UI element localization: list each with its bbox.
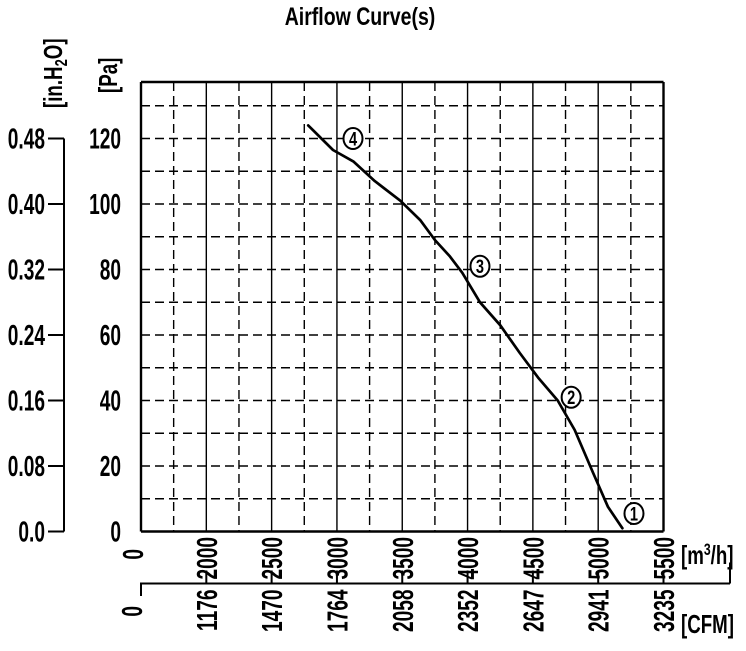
svg-text:3235: 3235: [649, 590, 681, 633]
inh2o-tick-label: 0.08: [8, 451, 45, 483]
svg-text:1176: 1176: [192, 590, 224, 631]
cfm-tick-label: 1470: [257, 590, 289, 633]
svg-text:[in.H2O]: [in.H2O]: [38, 38, 72, 108]
svg-text:5000: 5000: [584, 537, 616, 580]
cfm-tick-label: 2058: [388, 590, 420, 633]
marker-circle: [342, 127, 364, 150]
curve-point-marker-2: 2: [560, 385, 582, 409]
pa-tick-label: 40: [100, 386, 121, 418]
svg-text:0.40: 0.40: [8, 189, 45, 221]
svg-text:2941: 2941: [584, 590, 616, 633]
inh2o-tick-label: 0.24: [8, 320, 45, 352]
svg-text:1: 1: [630, 502, 638, 525]
svg-text:1764: 1764: [323, 589, 355, 632]
svg-text:1470: 1470: [257, 590, 289, 633]
m3h-unit-label: [m3/h]: [681, 540, 734, 570]
svg-text:0: 0: [118, 549, 150, 560]
curve-point-marker-4: 4: [342, 127, 364, 150]
cfm-tick-label: 1764: [323, 589, 355, 632]
m3h-tick-label: 2500: [257, 537, 289, 580]
svg-text:[Pa]: [Pa]: [93, 58, 123, 93]
inh2o-tick-label: 0.32: [8, 255, 45, 287]
svg-text:2647: 2647: [519, 590, 551, 633]
inh2o-unit-label: [in.H2O]: [38, 38, 72, 108]
pa-tick-label: 120: [89, 124, 121, 156]
m3h-tick-label: 5500: [649, 537, 681, 580]
cfm-tick-label: 2352: [453, 590, 485, 633]
svg-text:2: 2: [567, 386, 575, 409]
svg-text:2000: 2000: [192, 537, 224, 580]
marker-number: 1: [630, 502, 638, 525]
svg-text:60: 60: [100, 320, 121, 352]
cfm-tick-label: 1176: [192, 590, 224, 631]
inh2o-tick-label: 0.48: [8, 124, 45, 156]
svg-text:[CFM]: [CFM]: [681, 609, 734, 639]
m3h-tick-label: 4500: [519, 537, 551, 580]
cfm-tick-label: 2941: [584, 590, 616, 633]
svg-text:5500: 5500: [649, 537, 681, 580]
cfm-axis: 0 1176 1470 1764 2058 2352 2647 2941 3235: [117, 562, 731, 633]
svg-text:0.08: 0.08: [8, 451, 45, 483]
svg-text:2352: 2352: [453, 590, 485, 633]
plot-border: [139, 80, 665, 533]
svg-text:80: 80: [100, 255, 121, 287]
curve-point-marker-1: 1: [623, 501, 645, 525]
pa-tick-label: 0: [110, 517, 121, 549]
m3h-tick-label: 0: [118, 549, 150, 560]
pa-unit-label: [Pa]: [93, 58, 123, 93]
pa-axis-labels: 0 20 40 60 80 100 120: [89, 124, 121, 549]
svg-text:40: 40: [100, 386, 121, 418]
inh2o-axis: 0.0 0.08 0.16 0.24 0.32 0.40 0.48: [8, 124, 65, 549]
m3h-tick-label: 3500: [388, 537, 420, 580]
svg-text:0.0: 0.0: [18, 517, 45, 549]
marker-number: 4: [349, 127, 357, 150]
svg-text:4000: 4000: [453, 537, 485, 580]
marker-circle: [560, 385, 582, 409]
svg-text:2058: 2058: [388, 590, 420, 633]
svg-text:3500: 3500: [388, 537, 420, 580]
m3h-axis-labels: 0 2000 2500 3000 3500 4000 4500 5000 5500: [118, 537, 681, 580]
svg-text:3: 3: [476, 255, 484, 278]
plot-grid: [141, 82, 664, 532]
pa-tick-label: 100: [89, 189, 121, 221]
m3h-tick-label: 2000: [192, 537, 224, 580]
svg-text:0: 0: [110, 517, 121, 549]
inh2o-tick-label: 0.0: [18, 517, 45, 549]
marker-number: 3: [476, 255, 484, 278]
pa-tick-label: 20: [100, 451, 121, 483]
svg-text:100: 100: [89, 189, 121, 221]
svg-text:2500: 2500: [257, 537, 289, 580]
marker-number: 2: [567, 386, 575, 409]
svg-text:4: 4: [349, 127, 357, 150]
cfm-tick-label: 0: [117, 606, 149, 617]
svg-text:0.16: 0.16: [8, 386, 45, 418]
cfm-tick-label: 3235: [649, 590, 681, 633]
marker-circle: [623, 501, 645, 525]
svg-text:[m3/h]: [m3/h]: [681, 540, 734, 570]
chart-title: Airflow Curve(s): [284, 3, 436, 31]
m3h-tick-label: 5000: [584, 537, 616, 580]
svg-text:3000: 3000: [323, 537, 355, 580]
airflow-curve: [306, 124, 624, 530]
curve-point-marker-3: 3: [469, 254, 491, 278]
svg-text:0.32: 0.32: [8, 255, 45, 287]
m3h-tick-label: 4000: [453, 537, 485, 580]
svg-text:4500: 4500: [519, 537, 551, 580]
cfm-unit-label: [CFM]: [681, 609, 734, 639]
inh2o-tick-label: 0.40: [8, 189, 45, 221]
svg-text:120: 120: [89, 124, 121, 156]
m3h-tick-label: 3000: [323, 537, 355, 580]
pa-tick-label: 80: [100, 255, 121, 287]
pa-tick-label: 60: [100, 320, 121, 352]
marker-circle: [469, 254, 491, 278]
cfm-tick-label: 2647: [519, 590, 551, 633]
svg-text:20: 20: [100, 451, 121, 483]
svg-text:0: 0: [117, 606, 149, 617]
svg-text:0.24: 0.24: [8, 320, 45, 352]
inh2o-tick-label: 0.16: [8, 386, 45, 418]
svg-text:0.48: 0.48: [8, 124, 45, 156]
